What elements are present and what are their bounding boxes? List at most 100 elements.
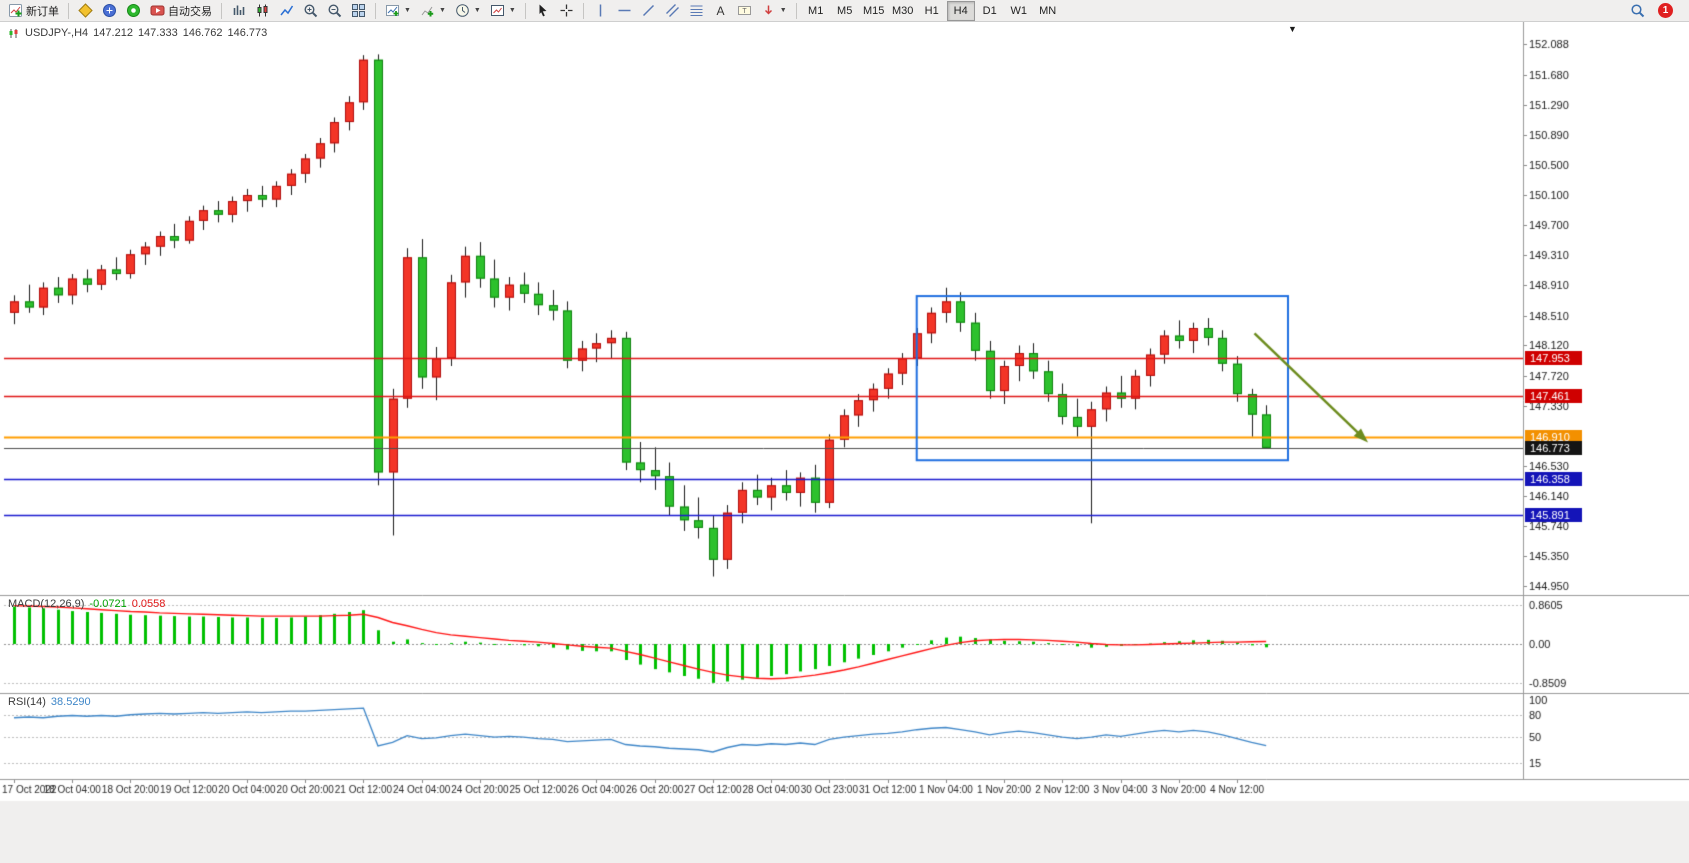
toolbar-separator	[524, 2, 526, 19]
timeframe-mn[interactable]: MN	[1034, 1, 1062, 21]
tile-windows-button[interactable]	[347, 1, 370, 21]
community-button[interactable]	[122, 1, 145, 21]
crosshair-icon	[560, 4, 573, 17]
timeframe-label: MN	[1039, 4, 1057, 17]
text-icon: A	[716, 4, 724, 18]
arrows-icon	[764, 5, 772, 15]
new-order-button[interactable]: 新订单	[4, 1, 63, 21]
candlestick-icon	[257, 4, 268, 17]
indicators-button[interactable]: ▼	[416, 1, 450, 21]
chart-shift-marker[interactable]: ▼	[1288, 24, 1297, 34]
dropdown-caret: ▼	[404, 7, 411, 14]
dropdown-caret: ▼	[508, 7, 516, 14]
clock-icon	[456, 4, 469, 17]
timeframe-h4[interactable]: H4	[946, 0, 975, 21]
macd-indicator-label: MACD(12,26,9) -0.0721 0.0558	[8, 598, 165, 610]
vertical-line-button[interactable]	[589, 1, 612, 21]
chart-quote-line: USDJPY-,H4 147.212 147.333 146.762 146.7…	[8, 27, 267, 39]
rsi-name: RSI(14)	[8, 696, 46, 708]
channel-icon	[665, 4, 679, 17]
text-label-button[interactable]: T	[733, 1, 756, 21]
search-icon	[1631, 4, 1645, 18]
timeframe-h1[interactable]: H1	[918, 1, 946, 21]
timeframe-label: W1	[1010, 4, 1027, 17]
line-chart-button[interactable]	[275, 1, 298, 21]
community-icon	[127, 4, 140, 17]
main-toolbar: 新订单 自动交易	[0, 0, 1689, 22]
rsi-value: 38.5290	[50, 696, 91, 708]
notification-badge[interactable]: 1	[1658, 3, 1673, 18]
macd-main-value: -0.0721	[89, 598, 127, 610]
macd-signal-value: 0.0558	[131, 598, 166, 610]
zoom-out-button[interactable]	[323, 1, 346, 21]
crosshair-button[interactable]	[555, 1, 578, 21]
bar-chart-icon	[233, 5, 245, 15]
text-button[interactable]: A	[709, 1, 732, 21]
arrows-button[interactable]: ▼	[757, 1, 791, 21]
cursor-button[interactable]	[531, 1, 554, 21]
zoom-out-icon	[328, 4, 342, 18]
timeframe-m30[interactable]: M30	[889, 1, 917, 21]
horizontal-line-icon	[618, 9, 631, 12]
timeframe-m1[interactable]: M1	[802, 1, 830, 21]
horizontal-line-button[interactable]	[613, 1, 636, 21]
market-icon	[103, 4, 116, 17]
svg-text:T: T	[742, 8, 747, 15]
fibonacci-button[interactable]	[685, 1, 708, 21]
autotrading-button[interactable]: 自动交易	[146, 1, 216, 21]
market-button[interactable]	[98, 1, 121, 21]
channel-button[interactable]	[661, 1, 684, 21]
text-label-icon: T	[737, 6, 751, 15]
autotrading-label: 自动交易	[168, 5, 212, 18]
timeframe-label: M1	[808, 4, 824, 17]
templates-icon	[490, 5, 504, 16]
chart-canvas[interactable]	[0, 22, 1689, 863]
dropdown-caret: ▼	[779, 7, 787, 14]
toolbar-separator	[68, 2, 69, 19]
cursor-icon	[539, 4, 547, 17]
search-button[interactable]	[1626, 1, 1649, 21]
timeframe-label: M15	[862, 4, 885, 17]
templates-button[interactable]: ▼	[486, 1, 520, 21]
timeframe-label: H4	[953, 4, 968, 17]
new-order-label: 新订单	[26, 5, 59, 18]
timeframe-m5[interactable]: M5	[831, 1, 859, 21]
new-order-icon	[9, 4, 22, 17]
rsi-indicator-label: RSI(14) 38.5290	[8, 696, 91, 708]
metaeditor-icon	[78, 3, 93, 18]
timeframe-label: H1	[924, 4, 939, 17]
toolbar-separator	[795, 2, 797, 19]
toolbar-separator	[375, 2, 376, 19]
svg-text:A: A	[716, 4, 724, 18]
quote-high: 147.333	[137, 27, 178, 39]
zoom-in-button[interactable]	[299, 1, 322, 21]
tile-windows-icon	[352, 4, 365, 17]
timeframe-label: M5	[837, 4, 853, 17]
symbol-period-label: USDJPY-,H4	[25, 27, 89, 39]
toolbar-separator	[221, 2, 222, 19]
metaeditor-button[interactable]	[74, 1, 97, 21]
toolbar-separator	[582, 2, 584, 19]
zoom-in-icon	[304, 4, 318, 18]
autotrading-icon	[150, 5, 165, 16]
timeframe-w1[interactable]: W1	[1005, 1, 1033, 21]
trendline-icon	[642, 4, 654, 17]
macd-name: MACD(12,26,9)	[8, 598, 85, 610]
periods-button[interactable]: ▼	[451, 1, 485, 21]
fibonacci-icon	[690, 5, 703, 16]
line-chart-icon	[280, 5, 294, 16]
indicators-icon	[421, 6, 434, 17]
quote-low: 146.762	[182, 27, 223, 39]
bar-chart-button[interactable]	[227, 1, 250, 21]
timeframe-d1[interactable]: D1	[976, 1, 1004, 21]
dropdown-caret: ▼	[473, 7, 481, 14]
notification-count: 1	[1662, 5, 1669, 16]
quote-close: 146.773	[227, 27, 268, 39]
timeframe-m15[interactable]: M15	[860, 1, 888, 21]
toolbar-right-group: 1	[1626, 1, 1685, 21]
candlestick-button[interactable]	[251, 1, 274, 21]
timeframe-label: D1	[982, 4, 997, 17]
quote-open: 147.212	[93, 27, 133, 39]
trendline-button[interactable]	[637, 1, 660, 21]
new-chart-button[interactable]: ▼	[381, 1, 415, 21]
